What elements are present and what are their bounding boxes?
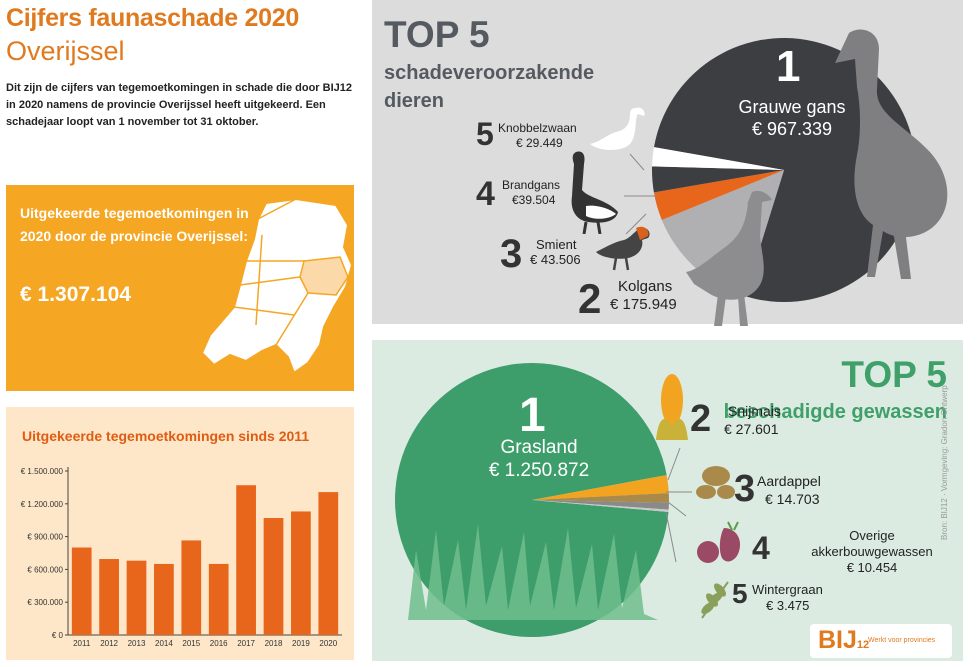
barnacle-goose-icon bbox=[571, 151, 618, 234]
white-fronted-goose-icon bbox=[686, 190, 772, 326]
x-tick-label: 2015 bbox=[182, 639, 200, 648]
x-tick-label: 2018 bbox=[265, 639, 283, 648]
bij12-logo-text: BIJ12 bbox=[818, 626, 870, 654]
animal-rank-4: 4 bbox=[476, 175, 495, 213]
bij12-tagline: Werkt voor provincies bbox=[868, 637, 936, 644]
animal-label-5: Knobbelzwaan € 29.449 bbox=[498, 121, 577, 150]
netherlands-map-icon bbox=[200, 197, 354, 375]
mute-swan-icon bbox=[590, 107, 645, 150]
x-tick-label: 2013 bbox=[128, 639, 146, 648]
animals-heading: TOP 5 bbox=[384, 14, 490, 55]
bar bbox=[126, 560, 147, 635]
total-amount: € 1.307.104 bbox=[20, 283, 131, 306]
y-tick-label: € 0 bbox=[52, 631, 64, 640]
bar bbox=[291, 511, 311, 635]
crops-panel: TOP 5 beschadigde gewassen 1 Grasland € … bbox=[372, 340, 963, 661]
crops-leader-lines bbox=[665, 447, 692, 563]
grass-icon bbox=[408, 524, 658, 620]
credit-text: Bron: BIJ12 · Vormgeving: Gradon Ontwerp bbox=[940, 385, 949, 540]
bar bbox=[154, 563, 174, 635]
animal-rank-1: 1 bbox=[776, 42, 801, 91]
pie-slice bbox=[653, 170, 784, 220]
crop-label-5: Wintergraan € 3.475 bbox=[752, 582, 823, 613]
bar bbox=[99, 559, 119, 635]
animals-leader-lines bbox=[624, 153, 658, 235]
crop-label-4: Overige akkerbouwgewassen € 10.454 bbox=[811, 528, 933, 575]
animal-label-2: Kolgans € 175.949 bbox=[610, 278, 677, 313]
pie-slice bbox=[652, 147, 784, 170]
animal-rank-3: 3 bbox=[500, 232, 523, 276]
corn-icon bbox=[656, 374, 688, 440]
x-tick-label: 2012 bbox=[100, 639, 118, 648]
potato-icon bbox=[696, 466, 735, 499]
crops-heading: TOP 5 bbox=[841, 354, 947, 395]
animal-rank-2: 2 bbox=[578, 275, 602, 322]
animal-label-1: Grauwe gans € 967.339 bbox=[738, 97, 846, 139]
wheat-icon bbox=[701, 581, 729, 619]
crop-rank-4: 4 bbox=[752, 530, 770, 566]
y-tick-label: € 900.000 bbox=[27, 533, 63, 542]
bar bbox=[318, 492, 339, 635]
pie-slice bbox=[654, 38, 916, 303]
page-title: Cijfers faunaschade 2020 bbox=[6, 4, 299, 32]
animal-label-3: Smient € 43.506 bbox=[530, 237, 581, 267]
animal-rank-5: 5 bbox=[476, 116, 494, 152]
crops-pie-chart bbox=[395, 362, 669, 637]
intro-text: Dit zijn de cijfers van tegemoetkomingen… bbox=[6, 82, 352, 128]
crop-label-2: Snijmais € 27.601 bbox=[724, 403, 781, 437]
x-tick-label: 2016 bbox=[210, 639, 228, 648]
bar bbox=[236, 485, 256, 635]
wigeon-icon bbox=[596, 226, 650, 271]
vegetables-icon bbox=[697, 521, 741, 563]
crop-rank-5: 5 bbox=[732, 578, 748, 609]
crop-rank-3: 3 bbox=[734, 468, 756, 510]
pie-slice bbox=[532, 493, 669, 503]
bij12-logo: BIJ12 Werkt voor provincies bbox=[810, 624, 952, 658]
x-tick-label: 2011 bbox=[73, 639, 91, 648]
crop-rank-1: 1 bbox=[519, 389, 546, 442]
bar-chart: € 0 € 300.000 € 600.000 € 900.000 € 1.200.00… bbox=[21, 467, 342, 648]
total-label: Uitgekeerde tegemoetkomingen in 2020 doo… bbox=[20, 205, 249, 244]
pie-slice bbox=[395, 362, 669, 637]
y-tick-label: € 1.200.000 bbox=[21, 500, 64, 509]
chart-title: Uitgekeerde tegemoetkomingen sinds 2011 bbox=[22, 428, 310, 444]
pie-slice bbox=[532, 475, 669, 500]
history-chart-panel: Uitgekeerde tegemoetkomingen sinds 2011 … bbox=[6, 407, 354, 660]
animals-panel: TOP 5 schadeveroorzakende dieren 1 Grauw… bbox=[372, 0, 963, 326]
pie-slice bbox=[652, 166, 784, 193]
animals-subheading: schadeveroorzakende dieren bbox=[384, 62, 595, 112]
bar bbox=[263, 518, 284, 635]
greylag-goose-icon bbox=[835, 29, 948, 279]
bar bbox=[208, 563, 229, 635]
y-tick-label: € 600.000 bbox=[27, 565, 63, 574]
x-tick-label: 2019 bbox=[292, 639, 310, 648]
crop-label-3: Aardappel € 14.703 bbox=[757, 473, 821, 507]
crop-label-1: Grasland € 1.250.872 bbox=[488, 437, 590, 481]
y-tick-label: € 300.000 bbox=[27, 598, 63, 607]
x-tick-label: 2017 bbox=[237, 639, 255, 648]
crops-subheading: beschadigde gewassen bbox=[723, 401, 947, 423]
bar bbox=[71, 547, 92, 635]
pie-slice bbox=[532, 500, 669, 512]
y-tick-label: € 1.500.000 bbox=[21, 467, 64, 476]
animal-label-4: Brandgans €39.504 bbox=[502, 178, 561, 207]
x-tick-label: 2020 bbox=[319, 639, 337, 648]
bar bbox=[181, 540, 202, 635]
total-panel: Uitgekeerde tegemoetkomingen in 2020 doo… bbox=[6, 185, 354, 391]
pie-slice bbox=[532, 500, 669, 510]
region-title: Overijssel bbox=[6, 36, 125, 66]
x-tick-label: 2014 bbox=[155, 639, 173, 648]
crop-rank-2: 2 bbox=[690, 398, 712, 440]
